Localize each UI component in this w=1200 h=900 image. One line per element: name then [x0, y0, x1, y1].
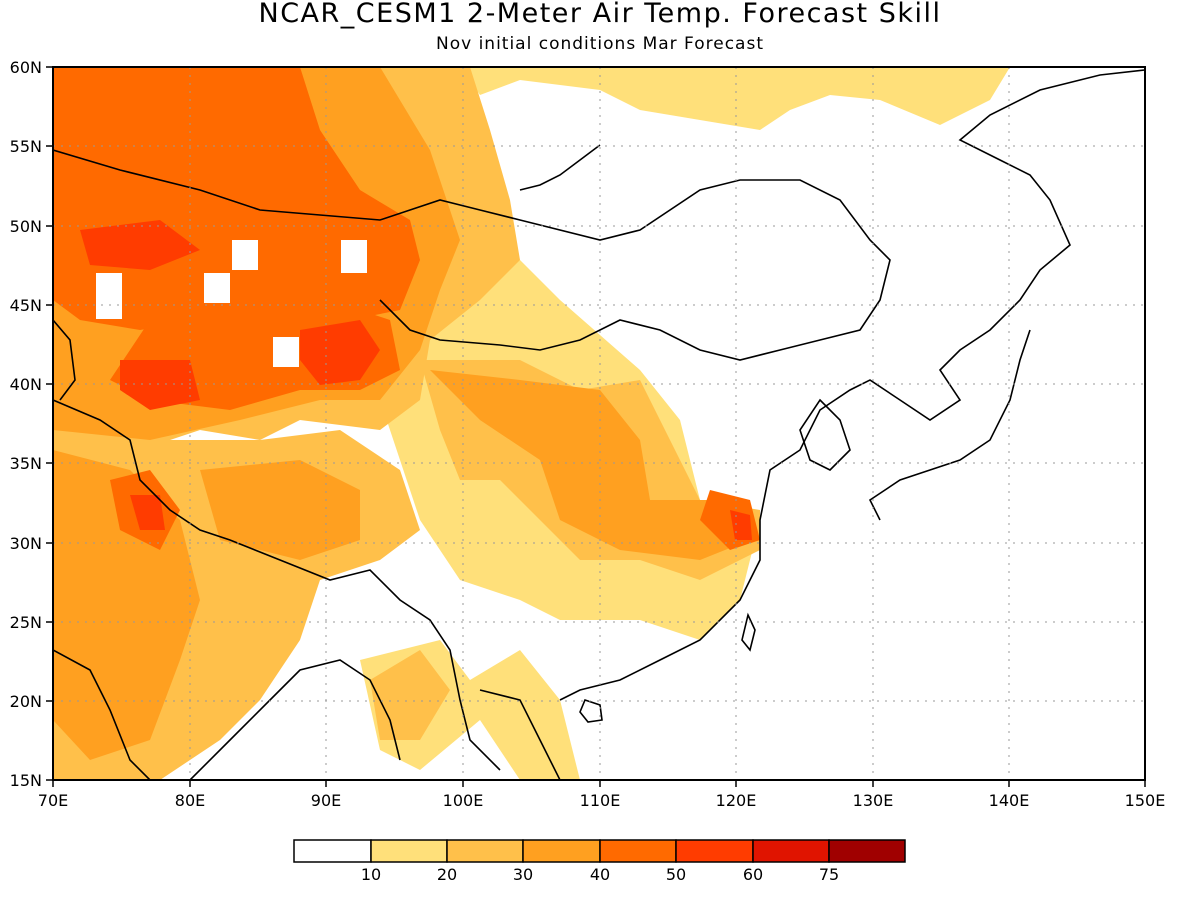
colorbar-label: 30 [513, 865, 533, 884]
lat-label: 50N [10, 217, 42, 236]
lat-label: 40N [10, 375, 42, 394]
skill-region-kazakhstan-5 [80, 220, 200, 270]
lat-label: 60N [10, 58, 42, 77]
map-subtitle: Nov initial conditions Mar Forecast [435, 34, 764, 54]
coastlines-and-borders [53, 69, 1145, 780]
lon-label: 130E [853, 791, 894, 810]
bay-of-bengal-coast [189, 659, 401, 780]
colorbar-swatch-5 [675, 839, 754, 863]
lon-label: 150E [1125, 791, 1166, 810]
colorbar-swatch-4 [599, 839, 677, 863]
colorbar-label: 60 [743, 865, 763, 884]
skill-region-myanmar-2 [370, 650, 450, 740]
lat-labels: 15N 20N 25N 30N 35N 40N 45N 50N 55N 60N [10, 58, 42, 790]
tick-marks [46, 66, 1146, 787]
lat-label: 45N [10, 296, 42, 315]
taiwan-outline [741, 612, 756, 652]
caspian-outline [53, 319, 76, 401]
lon-label: 90E [311, 791, 341, 810]
colorbar-swatch-7 [828, 839, 906, 863]
lon-labels: 70E 80E 90E 100E 110E 120E 130E 140E 150… [38, 791, 1166, 810]
lon-label: 80E [175, 791, 205, 810]
lon-label: 70E [38, 791, 68, 810]
border-china-kazakhstan [53, 149, 891, 361]
colorbar-label: 40 [590, 865, 610, 884]
lat-label: 55N [10, 137, 42, 156]
lat-label: 20N [10, 692, 42, 711]
colorbar-label: 20 [437, 865, 457, 884]
colorbar-label: 75 [819, 865, 839, 884]
india-coast [53, 649, 151, 780]
skill-region-siberia-north [460, 67, 1010, 130]
lon-label: 120E [716, 791, 757, 810]
lat-label: 35N [10, 454, 42, 473]
hainan-outline [579, 699, 603, 723]
indochina-coast [479, 689, 561, 780]
skill-region-lake-balkhash-5 [120, 360, 200, 410]
colorbar: 10 20 30 40 50 60 75 [293, 839, 906, 884]
lat-label: 30N [10, 534, 42, 553]
colorbar-swatch-6 [752, 839, 830, 863]
skill-region-central-china-3 [430, 370, 750, 560]
korea-outline [799, 398, 851, 471]
colorbar-label: 10 [361, 865, 381, 884]
japan-outline [868, 329, 1031, 521]
skill-region-tarim-5 [300, 320, 380, 385]
colorbar-swatch-0 [293, 839, 372, 863]
colorbar-swatch-1 [370, 839, 448, 863]
skill-shading [53, 67, 1145, 780]
lat-label: 15N [10, 771, 42, 790]
map-title: NCAR_CESM1 2-Meter Air Temp. Forecast Sk… [258, 0, 942, 29]
border-south-asia [53, 399, 501, 771]
gridlines [53, 67, 1145, 780]
lake-baikal [519, 144, 601, 191]
coastline-east-asia [559, 69, 1145, 701]
skill-region-himalaya-5 [130, 495, 165, 530]
lon-label: 110E [580, 791, 621, 810]
lon-label: 140E [989, 791, 1030, 810]
colorbar-label: 50 [666, 865, 686, 884]
colorbar-swatch-2 [446, 839, 524, 863]
lat-label: 25N [10, 613, 42, 632]
skill-region-tibet-3 [200, 460, 360, 560]
lon-label: 100E [443, 791, 484, 810]
colorbar-swatch-3 [522, 839, 601, 863]
plot-frame [52, 66, 1146, 781]
